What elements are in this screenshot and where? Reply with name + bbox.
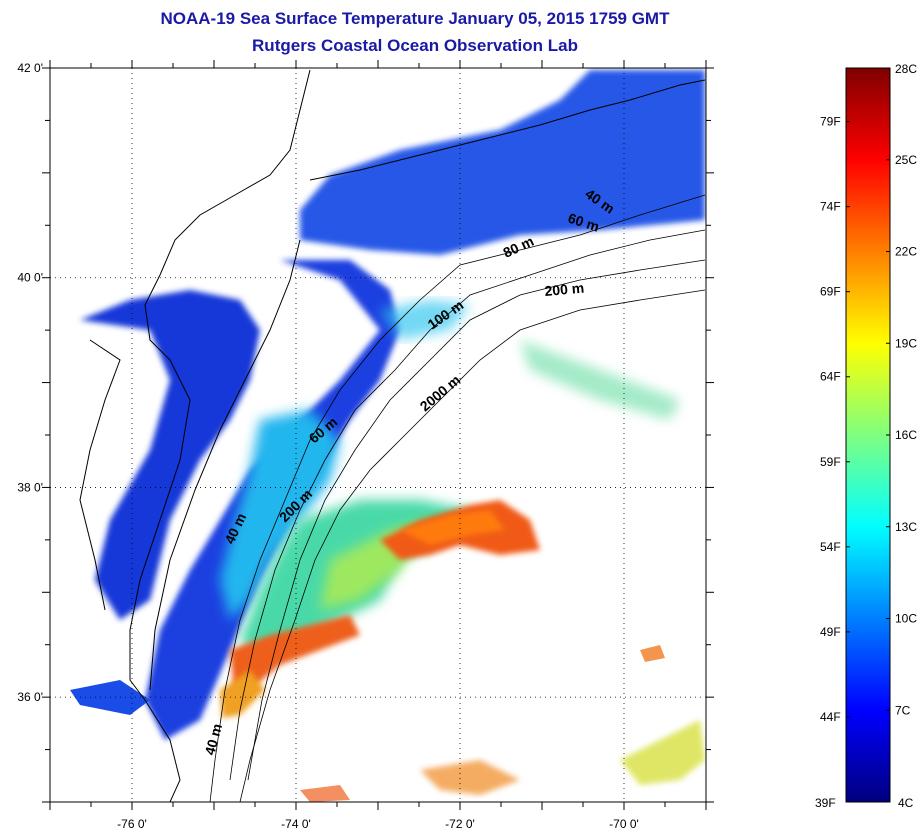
sst-imagery bbox=[70, 70, 705, 802]
colorbar-c-label: 10C bbox=[895, 612, 917, 626]
contour-label: 2000 m bbox=[417, 372, 464, 415]
colorbar-c-label: 7C bbox=[895, 703, 911, 717]
lon-tick-label: -72 0' bbox=[445, 817, 475, 831]
colorbar-f-label: 44F bbox=[820, 710, 841, 724]
lon-tick-label: -76 0' bbox=[117, 817, 147, 831]
colorbar-c-label: 19C bbox=[895, 336, 917, 350]
isobaths bbox=[209, 194, 706, 802]
colorbar-f-label: 69F bbox=[820, 285, 841, 299]
lat-tick-label: 36 0' bbox=[17, 690, 43, 704]
lat-tick-label: 38 0' bbox=[17, 480, 43, 494]
colorbar-f-label: 49F bbox=[820, 625, 841, 639]
colorbar-c-label: 13C bbox=[895, 520, 917, 534]
map-subtitle: Rutgers Coastal Ocean Observation Lab bbox=[252, 36, 578, 55]
lon-tick-label: -70 0' bbox=[609, 817, 639, 831]
colorbar-c-label: 22C bbox=[895, 245, 917, 259]
colorbar-top-label: 28C bbox=[895, 62, 917, 76]
lon-tick-label: -74 0' bbox=[281, 817, 311, 831]
colorbar-f-label: 74F bbox=[820, 200, 841, 214]
colorbar-f-label: 79F bbox=[820, 115, 841, 129]
colorbar-f-label: 54F bbox=[820, 540, 841, 554]
map-title: NOAA-19 Sea Surface Temperature January … bbox=[160, 9, 670, 28]
lat-tick-label: 40 0' bbox=[17, 271, 43, 285]
coastline bbox=[79, 69, 706, 802]
lat-tick-label: 42 0' bbox=[17, 61, 43, 75]
colorbar-f-label: 64F bbox=[820, 370, 841, 384]
contour-label: 200 m bbox=[544, 280, 585, 299]
colorbar-bottom-c-label: 4C bbox=[898, 796, 914, 810]
colorbar-ticks: 79F 74F 69F 64F 59F 54F 49F 44F 25C 22C 19C 16C 13C 1… bbox=[820, 115, 917, 724]
colorbar-c-label: 25C bbox=[895, 153, 917, 167]
contour-label: 40 m bbox=[201, 722, 225, 757]
colorbar-c-label: 16C bbox=[895, 428, 917, 442]
colorbar-f-label: 59F bbox=[820, 455, 841, 469]
colorbar-bottom-f-label: 39F bbox=[815, 796, 836, 810]
colorbar bbox=[845, 67, 891, 803]
axis-ticks: -76 0' -74 0' -72 0' -70 0' 42 0' 40 0' 38 0' 3… bbox=[17, 60, 714, 831]
